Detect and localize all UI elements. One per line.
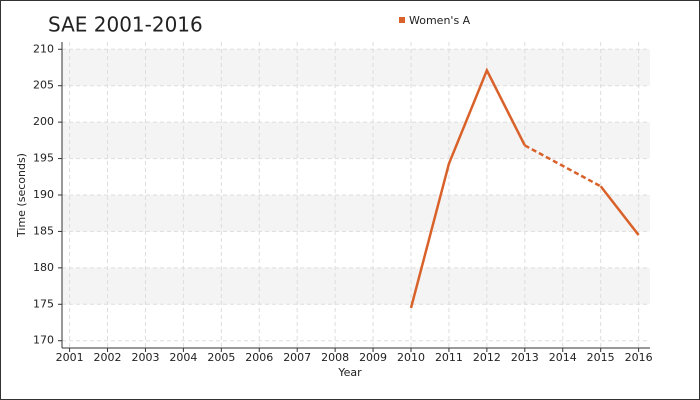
x-tick-label: 2016 [625,351,653,364]
x-tick-label: 2008 [321,351,349,364]
x-tick-label: 2010 [397,351,425,364]
x-tick-label: 2015 [587,351,615,364]
x-tick-label: 2013 [511,351,539,364]
y-tick-label: 180 [33,261,54,274]
y-tick-label: 175 [33,297,54,310]
line-series [409,67,640,309]
y-tick-label: 170 [33,334,54,347]
y-tick-label: 210 [33,42,54,55]
y-tick-label: 205 [33,79,54,92]
y-tick-label: 185 [33,224,54,237]
x-tick-label: 2006 [245,351,273,364]
x-tick-label: 2014 [549,351,577,364]
x-axis-label: Year [337,366,362,379]
y-tick-label: 200 [33,115,54,128]
x-tick-label: 2009 [359,351,387,364]
band [62,195,650,232]
band [62,49,650,86]
x-tick-label: 2011 [435,351,463,364]
x-tick-label: 2001 [56,351,84,364]
gap-connector [524,144,602,188]
y-tick-label: 190 [33,188,54,201]
legend-label: Women's A [409,14,471,27]
band [62,122,650,159]
y-axis-label: Time (seconds) [15,153,28,238]
x-tick-label: 2003 [131,351,159,364]
x-tick-label: 2012 [473,351,501,364]
legend-swatch [399,17,405,23]
chart-title: SAE 2001-2016 [48,13,203,37]
x-tick-label: 2005 [207,351,235,364]
x-tick-label: 2007 [283,351,311,364]
x-tick-label: 2002 [94,351,122,364]
y-tick-label: 195 [33,152,54,165]
x-tick-label: 2004 [169,351,197,364]
band [62,267,650,305]
